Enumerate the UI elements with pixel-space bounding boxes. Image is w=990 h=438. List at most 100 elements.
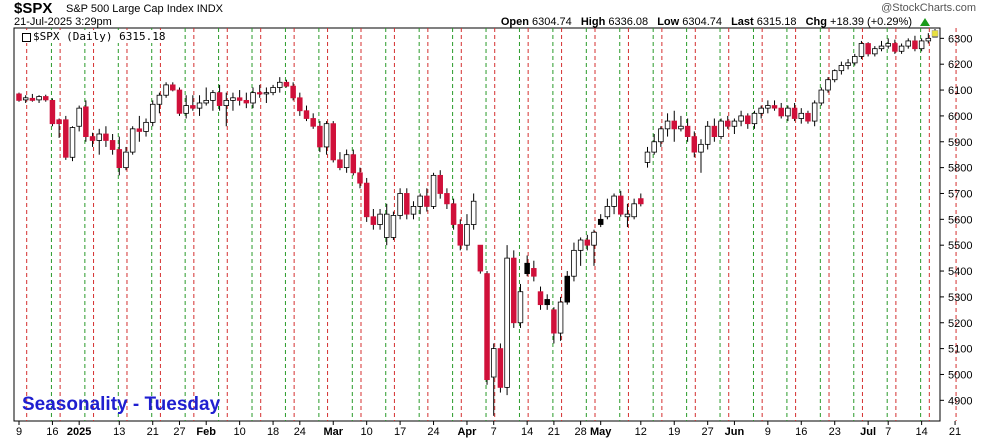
- candle-body: [397, 193, 403, 216]
- candle: [417, 193, 423, 215]
- candle-body: [738, 115, 744, 122]
- candle-body: [684, 125, 691, 137]
- y-tick-label: 5200: [948, 318, 972, 330]
- candle: [190, 95, 196, 111]
- candle-body: [664, 120, 671, 130]
- candle: [758, 105, 764, 119]
- candle: [230, 92, 236, 111]
- candle-body: [831, 70, 838, 81]
- candle: [163, 82, 169, 98]
- x-tick-label: 24: [427, 426, 439, 438]
- candle: [858, 40, 865, 60]
- candle: [571, 242, 577, 282]
- candle: [89, 132, 96, 147]
- high-value: 6336.08: [608, 16, 649, 28]
- candle-body: [878, 45, 885, 50]
- candle: [210, 90, 216, 111]
- candle: [624, 203, 631, 228]
- candle-body: [771, 105, 778, 109]
- candle: [424, 188, 430, 212]
- candle-body: [43, 96, 49, 101]
- y-tick-label: 5100: [948, 344, 972, 356]
- candle: [290, 82, 296, 101]
- candle-body: [511, 257, 517, 324]
- x-tick-label: 24: [294, 426, 306, 438]
- candle-body: [825, 79, 831, 91]
- seasonality-annotation: Seasonality - Tuesday: [22, 394, 221, 415]
- candle: [76, 105, 82, 132]
- watermark[interactable]: @StockCharts.com: [881, 2, 976, 14]
- candle-body: [216, 92, 223, 106]
- x-tick-label: 17: [394, 426, 406, 438]
- candle-body: [357, 172, 363, 184]
- candle-body: [912, 40, 918, 50]
- candle: [250, 87, 256, 109]
- candle-body: [203, 99, 209, 104]
- x-tick-label: 12: [635, 426, 647, 438]
- x-tick-label: 16: [795, 426, 807, 438]
- candle: [785, 105, 791, 122]
- candle-body: [544, 299, 550, 306]
- y-tick-label: 6200: [948, 59, 972, 71]
- candle: [577, 237, 584, 266]
- candle: [450, 198, 457, 230]
- candle-body: [430, 174, 437, 207]
- candle-body: [531, 268, 537, 277]
- candle: [29, 93, 36, 102]
- candle: [497, 343, 504, 393]
- candle-body: [383, 213, 390, 238]
- last-price-marker: [931, 30, 939, 37]
- candle-body: [604, 206, 611, 218]
- ohlc-readout: Open 6304.74 High 6336.08 Low 6304.74 La…: [501, 16, 918, 28]
- candle: [618, 190, 624, 217]
- candle: [811, 100, 818, 127]
- candle-body: [898, 45, 905, 52]
- candle: [825, 77, 831, 93]
- candle: [718, 118, 724, 140]
- candle: [297, 92, 303, 116]
- candle-body: [129, 128, 136, 153]
- candle: [116, 136, 123, 176]
- candle: [845, 59, 851, 70]
- candle: [156, 92, 163, 114]
- candle-body: [377, 213, 383, 225]
- candle-body: [243, 99, 250, 104]
- candle: [905, 38, 911, 49]
- x-tick-label: 28: [575, 426, 587, 438]
- candle: [109, 134, 116, 155]
- candle-body: [638, 198, 644, 205]
- candle: [678, 115, 684, 132]
- low-label: Low: [657, 16, 680, 28]
- candle: [878, 40, 885, 52]
- y-tick-label: 5800: [948, 163, 972, 175]
- candle: [343, 149, 350, 173]
- candle: [457, 219, 464, 251]
- candle-body: [109, 140, 116, 150]
- candle-body: [76, 107, 82, 127]
- plot-frame: [13, 27, 941, 422]
- x-tick-label: 21: [548, 426, 560, 438]
- candle-body: [123, 151, 129, 169]
- candle: [444, 188, 450, 209]
- candle: [143, 118, 149, 137]
- y-tick-label: 5900: [948, 137, 972, 149]
- candle: [490, 343, 497, 416]
- candle: [330, 121, 336, 163]
- candle: [638, 193, 644, 207]
- candle: [765, 100, 771, 114]
- candle: [370, 208, 377, 230]
- candle: [183, 95, 189, 119]
- x-tick-label: 7: [885, 426, 891, 438]
- candle: [852, 53, 858, 66]
- candle: [377, 208, 383, 230]
- candle: [584, 234, 591, 251]
- candle-body: [745, 115, 751, 125]
- candle-body: [658, 128, 664, 143]
- candle: [778, 102, 784, 119]
- candle-body: [404, 193, 410, 215]
- y-tick-label: 5500: [948, 240, 972, 252]
- candle-body: [524, 262, 530, 275]
- open-label: Open: [500, 16, 529, 28]
- candle-body: [317, 125, 323, 148]
